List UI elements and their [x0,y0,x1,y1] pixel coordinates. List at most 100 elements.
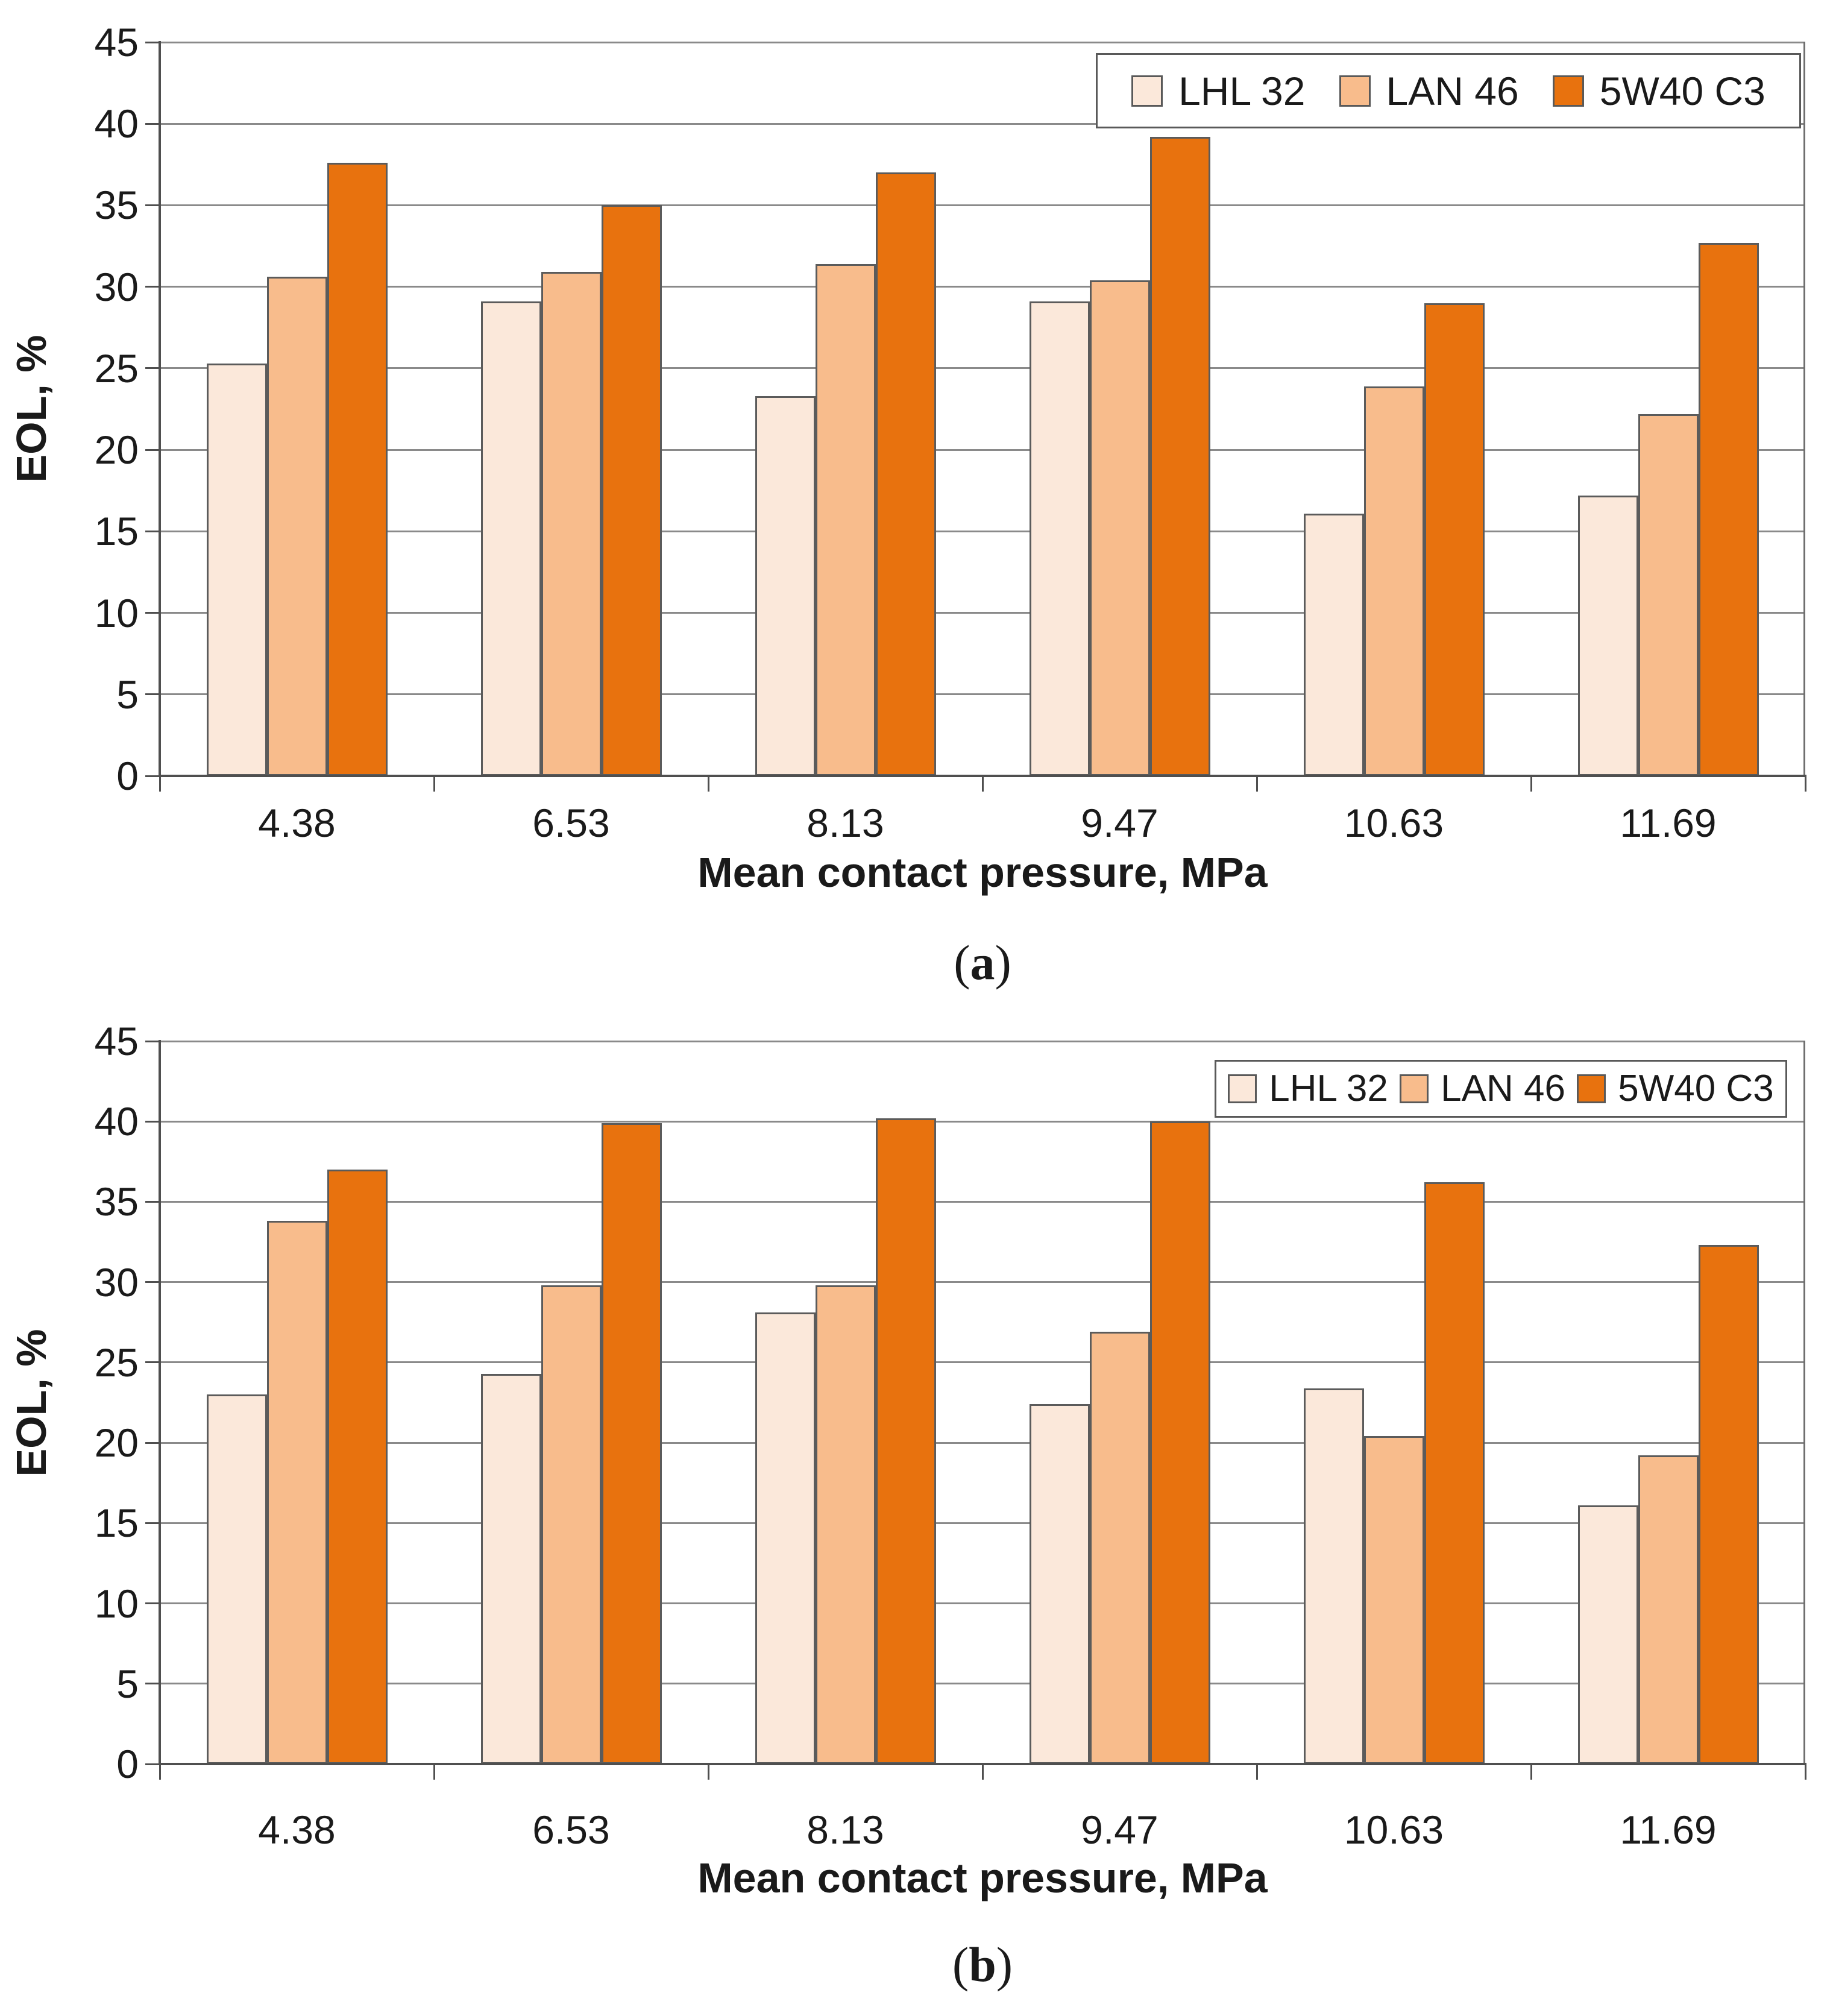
bar-lan-46-10.63 [1363,1436,1424,1764]
bar-lan-46-11.69 [1638,1455,1699,1764]
bar-5w40-c3-10.63 [1424,1182,1485,1764]
gridline-5 [160,1683,1805,1685]
bar-lhl-32-11.69 [1577,1505,1638,1764]
x-tick-mark-0 [159,1764,161,1780]
bar-lhl-32-4.38 [206,1394,267,1764]
x-tick-mark-4 [1256,1764,1258,1780]
y-tick-label-10: 10 [94,1581,139,1626]
y-tick-mark-40 [145,122,160,125]
gridline-25 [160,1361,1805,1364]
bar-lan-46-11.69 [1638,414,1699,776]
bar-lan-46-10.63 [1363,386,1424,776]
y-tick-label-20: 20 [94,427,139,473]
legend-swatch-lan-46 [1339,75,1371,107]
y-tick-label-30: 30 [94,1259,139,1305]
x-category-label-4.38: 4.38 [258,801,336,845]
x-category-label-10.63: 10.63 [1344,801,1444,845]
bar-lhl-32-8.13 [755,395,816,776]
bar-lhl-32-10.63 [1303,1388,1364,1764]
y-tick-label-45: 45 [94,20,139,65]
y-tick-mark-20 [145,449,160,451]
plot-right-border [1803,1041,1805,1764]
gridline-35 [160,1200,1805,1203]
x-category-label-10.63: 10.63 [1344,1807,1444,1852]
legend-swatch-lhl-32 [1228,1074,1257,1103]
gridline-40 [160,1120,1805,1123]
legend-label-lan-46: LAN 46 [1386,68,1519,113]
bar-lan-46-6.53 [541,1285,602,1764]
y-tick-mark-5 [145,1683,160,1685]
legend-swatch-5w40-c3 [1577,1074,1606,1103]
bar-5w40-c3-9.47 [1149,1121,1210,1764]
y-axis-line [159,1040,161,1765]
legend-item-5w40-c3: 5W40 C3 [1577,1068,1774,1109]
gridline-20 [160,1441,1805,1444]
legend-swatch-lhl-32 [1131,75,1163,107]
caption-a-close: ) [995,935,1011,990]
bar-5w40-c3-4.38 [327,1170,388,1764]
y-tick-mark-25 [145,1361,160,1364]
gridline-10 [160,612,1805,614]
y-tick-mark-40 [145,1120,160,1123]
x-category-label-6.53: 6.53 [532,801,610,845]
bar-lan-46-4.38 [266,1221,327,1764]
bar-5w40-c3-11.69 [1698,242,1759,776]
bar-lhl-32-10.63 [1303,513,1364,776]
x-category-label-8.13: 8.13 [806,801,884,845]
gridline-15 [160,1522,1805,1524]
y-tick-mark-10 [145,1602,160,1605]
y-tick-label-0: 0 [116,754,139,798]
y-axis-line [159,41,161,777]
y-tick-label-20: 20 [94,1420,139,1466]
y-tick-label-35: 35 [94,1179,139,1224]
gridline-10 [160,1602,1805,1605]
bar-lhl-32-9.47 [1029,301,1090,776]
y-tick-mark-30 [145,286,160,288]
x-tick-mark-5 [1530,776,1532,792]
y-tick-label-5: 5 [116,1661,139,1706]
x-tick-mark-6 [1804,776,1806,792]
y-tick-label-25: 25 [94,345,139,391]
y-tick-label-25: 25 [94,1340,139,1385]
y-tick-label-45: 45 [94,1019,139,1063]
legend-item-lan-46: LAN 46 [1400,1070,1565,1107]
y-tick-label-0: 0 [116,1742,139,1786]
legend-item-5w40-c3: 5W40 C3 [1552,68,1765,113]
y-tick-label-35: 35 [94,183,139,228]
y-tick-label-5: 5 [116,672,139,717]
y-tick-label-30: 30 [94,264,139,309]
bar-lan-46-8.13 [815,263,876,776]
x-tick-mark-3 [981,776,984,792]
plot-right-border [1803,42,1805,776]
x-tick-mark-1 [433,1764,435,1780]
x-tick-mark-6 [1804,1764,1806,1780]
x-axis-title-b: Mean contact pressure, MPa [697,1854,1268,1901]
legend-swatch-lan-46 [1400,1074,1429,1103]
x-tick-mark-4 [1256,776,1258,792]
legend-label-lhl-32: LHL 32 [1269,1068,1388,1109]
legend-label-5w40-c3: 5W40 C3 [1618,1068,1774,1109]
legend-label-5w40-c3: 5W40 C3 [1599,68,1765,113]
bar-5w40-c3-4.38 [327,163,388,776]
bar-lhl-32-9.47 [1029,1404,1090,1764]
caption-b: (b) [160,1940,1805,1989]
gridline-5 [160,693,1805,696]
legend-label-lan-46: LAN 46 [1441,1068,1565,1109]
gridline-15 [160,530,1805,532]
y-tick-mark-15 [145,1522,160,1524]
y-tick-mark-45 [145,41,160,43]
bar-lhl-32-6.53 [480,1373,541,1764]
legend-swatch-5w40-c3 [1552,75,1584,107]
caption-b-letter: b [969,1937,996,1992]
y-tick-label-10: 10 [94,590,139,635]
legend-item-lan-46: LAN 46 [1339,71,1519,111]
gridline-35 [160,204,1805,206]
x-category-label-9.47: 9.47 [1081,1807,1159,1852]
caption-a-open: ( [954,935,970,990]
bar-lan-46-9.47 [1089,1332,1150,1764]
caption-a: (a) [160,938,1805,988]
bar-5w40-c3-11.69 [1698,1245,1759,1764]
bar-lhl-32-6.53 [480,301,541,776]
x-tick-mark-1 [433,776,435,792]
